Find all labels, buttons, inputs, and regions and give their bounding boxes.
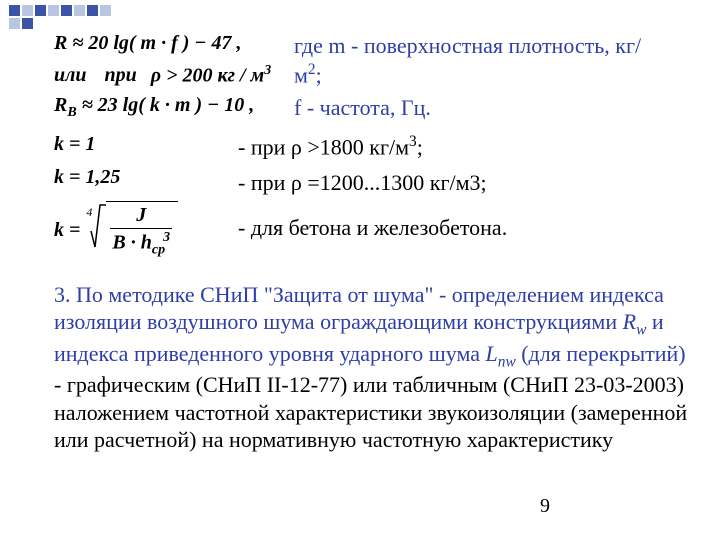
decor-square bbox=[35, 5, 46, 16]
decor-square bbox=[74, 5, 85, 16]
decor-square bbox=[9, 18, 20, 29]
decor-square bbox=[61, 5, 72, 16]
decor-squares bbox=[0, 0, 720, 30]
note-concrete: - для бетона и железобетона. bbox=[238, 214, 664, 242]
formula-RB: RB ≈ 23 lg( k · m ) − 10 , bbox=[54, 94, 294, 121]
method-paragraph: 3. По методике СНиП "Защита от шума" - о… bbox=[54, 281, 690, 454]
explain-m: где m - поверхностная плотность, кг/м2; bbox=[294, 32, 664, 88]
right-notes: - при ρ >1800 кг/м3; - при ρ =1200...130… bbox=[238, 132, 664, 242]
decor-square bbox=[48, 5, 59, 16]
slide-content: R ≈ 20 lg( m · f ) − 47 , или при ρ > 20… bbox=[54, 32, 690, 454]
formula-condition: или при ρ > 200 кг / м3 bbox=[54, 63, 294, 88]
note-rho-1800: - при ρ >1800 кг/м3; bbox=[238, 132, 664, 161]
top-columns: R ≈ 20 lg( m · f ) − 47 , или при ρ > 20… bbox=[54, 32, 690, 263]
rho-condition: ρ > 200 кг / м bbox=[151, 65, 264, 87]
explain-f: f - частота, Гц. bbox=[294, 94, 664, 122]
decor-square bbox=[22, 5, 33, 16]
decor-square bbox=[100, 5, 111, 16]
decor-square bbox=[87, 5, 98, 16]
formula-R: R ≈ 20 lg( m · f ) − 47 , bbox=[54, 32, 294, 55]
decor-square bbox=[9, 5, 20, 16]
decor-square bbox=[22, 18, 33, 29]
right-column: где m - поверхностная плотность, кг/м2; … bbox=[294, 32, 664, 250]
note-rho-1200: - при ρ =1200...1300 кг/м3; bbox=[238, 169, 664, 197]
root-expression: 4 J B · hср3 bbox=[86, 201, 178, 261]
page-number: 9 bbox=[540, 495, 550, 518]
